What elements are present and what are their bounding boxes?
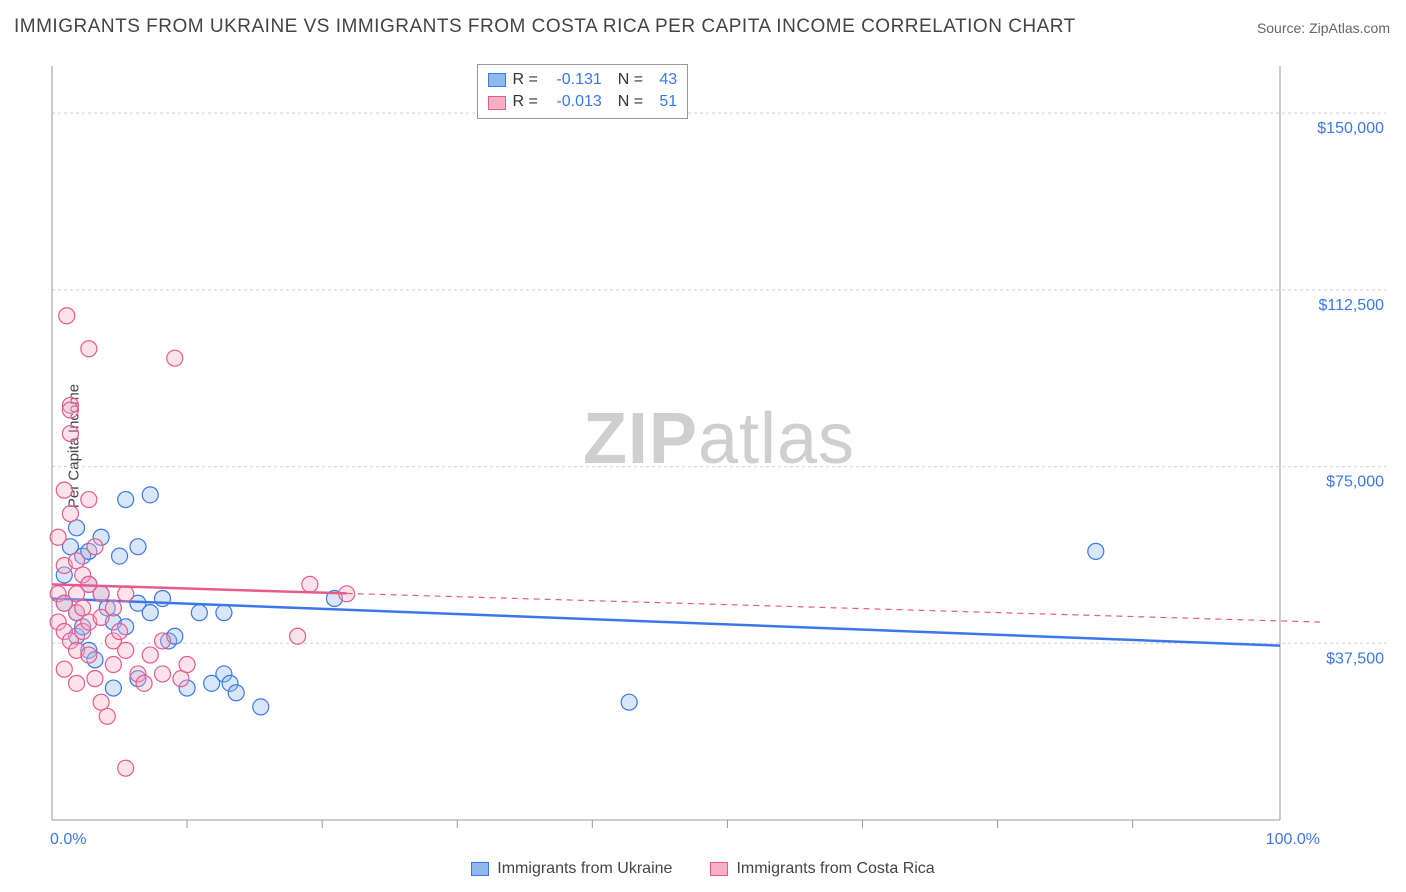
source-label: Source:: [1257, 20, 1305, 36]
svg-text:100.0%: 100.0%: [1266, 831, 1320, 848]
source-attribution: Source: ZipAtlas.com: [1257, 20, 1390, 36]
legend-label-costarica: Immigrants from Costa Rica: [736, 860, 934, 878]
swatch-costarica: [488, 96, 506, 110]
chart-area: ZIPatlas $37,500$75,000$112,500$150,0000…: [48, 60, 1390, 850]
svg-text:$150,000: $150,000: [1317, 120, 1384, 137]
legend-swatch-ukraine: [471, 862, 489, 876]
swatch-ukraine: [488, 73, 506, 87]
svg-text:0.0%: 0.0%: [50, 831, 86, 848]
legend-item-ukraine: Immigrants from Ukraine: [471, 860, 672, 878]
legend-label-ukraine: Immigrants from Ukraine: [497, 860, 672, 878]
svg-text:$37,500: $37,500: [1326, 650, 1384, 667]
legend-item-costarica: Immigrants from Costa Rica: [710, 860, 934, 878]
chart-title: IMMIGRANTS FROM UKRAINE VS IMMIGRANTS FR…: [14, 16, 1076, 38]
stats-row-ukraine: R =-0.131N =43: [488, 69, 677, 91]
legend-swatch-costarica: [710, 862, 728, 876]
svg-text:$75,000: $75,000: [1326, 474, 1384, 491]
svg-text:$112,500: $112,500: [1318, 297, 1384, 314]
correlation-stats-box: R =-0.131N =43R =-0.013N =51: [477, 64, 688, 119]
scatter-plot: $37,500 $75,000 $112,500 $150,000 0.0% 100.0%: [48, 60, 1390, 850]
stats-row-costarica: R =-0.013N =51: [488, 91, 677, 113]
legend: Immigrants from Ukraine Immigrants from C…: [0, 860, 1406, 878]
source-link[interactable]: ZipAtlas.com: [1309, 20, 1390, 36]
